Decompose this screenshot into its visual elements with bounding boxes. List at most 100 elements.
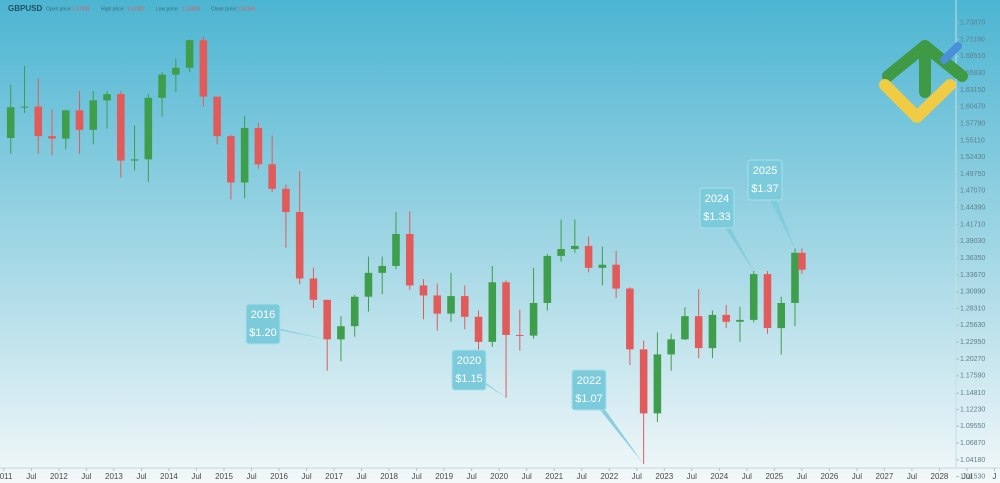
candle-body <box>653 354 662 414</box>
annotation-box <box>699 187 735 229</box>
x-tick-label: 2011 <box>0 472 13 481</box>
y-tick-label: 1.39030 <box>960 238 985 245</box>
candle-body <box>227 136 235 183</box>
candle-body <box>309 278 318 300</box>
x-tick-label: 2012 <box>50 472 68 481</box>
header-label: Close price: <box>211 6 237 12</box>
annotation-title: 2020 <box>457 355 481 367</box>
candle-body <box>172 67 180 75</box>
y-tick-label: 1.36350 <box>960 255 985 262</box>
x-tick-label: Jul <box>962 472 972 481</box>
x-tick-label: Jul <box>136 472 146 481</box>
x-tick-label: Jul <box>26 472 36 481</box>
candle-body <box>419 285 428 296</box>
x-tick-label: 2028 <box>931 472 949 481</box>
candle-body <box>529 302 538 336</box>
candle-body <box>295 212 304 279</box>
header-value: 1.37887 <box>127 6 145 12</box>
annotation-text: $1.15 <box>455 373 483 385</box>
logo-blue <box>940 42 962 64</box>
y-tick-label: 1.25630 <box>960 322 985 329</box>
x-tick-label: Jul <box>467 472 477 481</box>
annotation-title: 2016 <box>251 309 275 321</box>
candle-body <box>282 188 290 213</box>
annotation-text: $1.33 <box>703 211 731 223</box>
y-tick-label: 1.06870 <box>960 440 985 447</box>
header-value: 1.33800 <box>182 6 200 12</box>
header-value: 1.34150 <box>237 6 255 12</box>
x-tick-label: 2025 <box>765 472 783 481</box>
candle-body <box>75 110 84 130</box>
y-tick-label: 1.41710 <box>960 221 985 228</box>
chart-title: GBPUSD <box>8 4 42 13</box>
x-tick-label: 2022 <box>600 472 618 481</box>
candle-body <box>681 316 689 340</box>
y-tick-label: 1.60470 <box>960 104 985 111</box>
candle-body <box>337 326 345 340</box>
annotation-text: $1.20 <box>249 327 277 339</box>
candle-body <box>158 74 166 98</box>
annotation-box <box>747 159 783 201</box>
candle-body <box>364 272 373 297</box>
header-info: Open price: 1.37036 High price: 1.37887 Low … <box>46 6 255 12</box>
candle-body <box>350 296 359 327</box>
annotation-text: $1.37 <box>751 183 779 195</box>
candle-body <box>447 296 455 314</box>
y-tick-label: 1.20270 <box>960 356 985 363</box>
candle-body <box>460 296 469 317</box>
candle-body <box>571 245 579 250</box>
candle-body <box>749 274 758 320</box>
axes: 1.01530 1.04180 1.06870 1.09550 1.12230 1.148… <box>0 20 996 481</box>
y-tick-label: 1.22950 <box>960 339 985 346</box>
y-tick-label: 1.28310 <box>960 305 985 312</box>
candle-body <box>103 94 111 101</box>
candle-body <box>144 97 153 160</box>
logo-yellow <box>879 79 956 123</box>
header-label: Open price: <box>46 6 72 12</box>
y-tick-label: 1.49750 <box>960 171 985 178</box>
candle-body <box>117 94 125 161</box>
x-tick-label: Jul <box>687 472 697 481</box>
candle-body <box>791 252 799 303</box>
annotation-title: 2025 <box>753 165 777 177</box>
x-tick-label: Jul <box>246 472 256 481</box>
candle-body <box>516 334 524 336</box>
x-tick-label: Jul <box>742 472 752 481</box>
y-tick-label: 1.57790 <box>960 120 985 127</box>
logo <box>879 40 968 123</box>
candle-body <box>626 288 634 350</box>
candle-body <box>6 107 15 138</box>
candle-body <box>639 349 648 414</box>
y-tick-label: 1.17590 <box>960 373 985 380</box>
y-tick-label: 1.01530 <box>960 473 985 480</box>
candle-body <box>268 164 276 189</box>
candle-body <box>488 282 497 342</box>
annotations: 2016 $1.20 2020 $1.15 2022 $1.07 2024 $1.33 2025… <box>245 159 795 465</box>
candle-body <box>543 255 552 303</box>
x-tick-label: Jul <box>301 472 311 481</box>
x-tick-label: Jul <box>81 472 91 481</box>
candle-body <box>667 339 675 355</box>
candle-body <box>798 252 806 270</box>
candle-body <box>213 96 221 137</box>
candle-body <box>474 316 483 342</box>
candle-body <box>378 265 387 273</box>
header-value: 1.37036 <box>72 6 90 12</box>
x-tick-label: 2024 <box>710 472 728 481</box>
y-tick-label: 1.44390 <box>960 205 985 212</box>
candle-body <box>736 319 744 322</box>
candle-body <box>763 274 772 329</box>
x-tick-label: 2023 <box>655 472 673 481</box>
y-tick-label: 1.65830 <box>960 70 985 77</box>
candle-body <box>405 233 414 286</box>
candle-body <box>34 106 43 137</box>
candle-body <box>708 314 717 349</box>
y-tick-label: 1.71190 <box>960 36 985 43</box>
candle-body <box>557 249 565 256</box>
y-tick-label: 1.33670 <box>960 272 985 279</box>
x-tick-label: 2018 <box>380 472 398 481</box>
x-tick-label: Jul <box>356 472 366 481</box>
annotation-box <box>571 369 607 411</box>
